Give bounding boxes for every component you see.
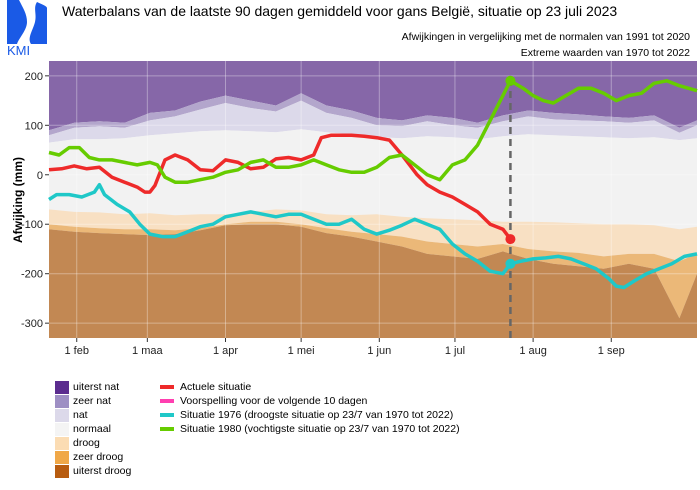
kmi-logo: KMI bbox=[7, 0, 47, 56]
series-line-situatie-1980 bbox=[48, 79, 698, 184]
y-tick-label: -200 bbox=[21, 269, 43, 281]
band-normaal bbox=[49, 129, 697, 230]
category-legend: uiterst nat zeer nat nat normaal droog zeer d… bbox=[55, 380, 131, 478]
legend-item-category: zeer droog bbox=[55, 450, 131, 464]
legend-line-swatch bbox=[160, 413, 174, 417]
legend-swatch bbox=[55, 450, 69, 464]
legend-item-category: uiterst droog bbox=[55, 464, 131, 478]
x-tick-label: 1 aug bbox=[519, 345, 547, 357]
y-tick-label: 100 bbox=[25, 120, 43, 132]
legend-item-category: normaal bbox=[55, 422, 131, 436]
marker-actuele-situatie bbox=[505, 234, 516, 245]
legend-label: uiterst droog bbox=[73, 465, 132, 477]
legend-line-swatch bbox=[160, 399, 174, 403]
x-tick-label: 1 feb bbox=[65, 345, 89, 357]
band-uiterst-nat bbox=[49, 61, 697, 131]
legend-swatch bbox=[55, 394, 69, 408]
series-line-actuele-situatie bbox=[48, 133, 512, 241]
legend-label: normaal bbox=[73, 423, 111, 435]
series-lines bbox=[48, 75, 698, 338]
legend-line-swatch bbox=[160, 385, 174, 389]
x-tick-label: 1 mei bbox=[288, 345, 315, 357]
marker-situatie-1976 bbox=[505, 258, 516, 269]
category-bands bbox=[49, 61, 697, 338]
y-tick-label: 200 bbox=[25, 71, 43, 83]
legend-label: uiterst nat bbox=[73, 381, 120, 393]
legend-label: Actuele situatie bbox=[180, 381, 252, 393]
band-droog bbox=[49, 209, 697, 262]
x-tick-label: 1 jun bbox=[367, 345, 391, 357]
x-axis: 1 feb 1 maa 1 apr 1 mei 1 jun 1 jul 1 aug 1 sep bbox=[65, 338, 625, 357]
logo-left-shape bbox=[7, 0, 27, 44]
legend-line-swatch bbox=[160, 427, 174, 431]
legend-item-series: Situatie 1980 (vochtigste situatie op 23… bbox=[160, 422, 460, 436]
legend-item-category: droog bbox=[55, 436, 131, 450]
band-uiterst-droog bbox=[49, 224, 697, 338]
legend-swatch bbox=[55, 408, 69, 422]
legend-label: zeer nat bbox=[73, 395, 111, 407]
marker-situatie-1980 bbox=[505, 75, 516, 86]
legend-item-category: nat bbox=[55, 408, 131, 422]
legend-item-category: zeer nat bbox=[55, 394, 131, 408]
legend-label: Situatie 1976 (droogste situatie op 23/7… bbox=[180, 409, 454, 421]
x-tick-label: 1 apr bbox=[213, 345, 238, 357]
logo-right-shape bbox=[29, 2, 47, 44]
y-tick-label: -300 bbox=[21, 318, 43, 330]
logo-text: KMI bbox=[7, 43, 30, 56]
legend-swatch bbox=[55, 464, 69, 478]
band-zeer-nat bbox=[49, 93, 697, 136]
x-tick-label: 1 maa bbox=[132, 345, 163, 357]
band-nat bbox=[49, 100, 697, 143]
series-line-situatie-1976 bbox=[48, 182, 698, 290]
legend-item-series: Actuele situatie bbox=[160, 380, 460, 394]
legend-label: Situatie 1980 (vochtigste situatie op 23… bbox=[180, 423, 460, 435]
subtitle-normals: Afwijkingen in vergelijking met de norma… bbox=[401, 31, 690, 43]
legend-label: Voorspelling voor de volgende 10 dagen bbox=[180, 395, 368, 407]
series-legend: Actuele situatie Voorspelling voor de vol… bbox=[160, 380, 460, 436]
legend-swatch bbox=[55, 380, 69, 394]
y-tick-label: -100 bbox=[21, 219, 43, 231]
x-tick-label: 1 sep bbox=[598, 345, 625, 357]
legend-item-series: Situatie 1976 (droogste situatie op 23/7… bbox=[160, 408, 460, 422]
chart-title: Waterbalans van de laatste 90 dagen gemi… bbox=[62, 3, 618, 19]
band-zeer-droog bbox=[49, 221, 697, 319]
y-axis: 200 100 0 -100 -200 -300 bbox=[21, 71, 49, 330]
legend-item-series: Voorspelling voor de volgende 10 dagen bbox=[160, 394, 460, 408]
subtitle-extremes: Extreme waarden van 1970 tot 2022 bbox=[520, 47, 690, 59]
legend-swatch bbox=[55, 436, 69, 450]
legend-label: zeer droog bbox=[73, 451, 124, 463]
y-tick-label: 0 bbox=[37, 170, 43, 182]
legend-swatch bbox=[55, 422, 69, 436]
legend-item-category: uiterst nat bbox=[55, 380, 131, 394]
legend-label: droog bbox=[73, 437, 100, 449]
x-tick-label: 1 jul bbox=[445, 345, 465, 357]
legend-label: nat bbox=[73, 409, 88, 421]
y-axis-label: Afwijking (mm) bbox=[11, 157, 25, 243]
